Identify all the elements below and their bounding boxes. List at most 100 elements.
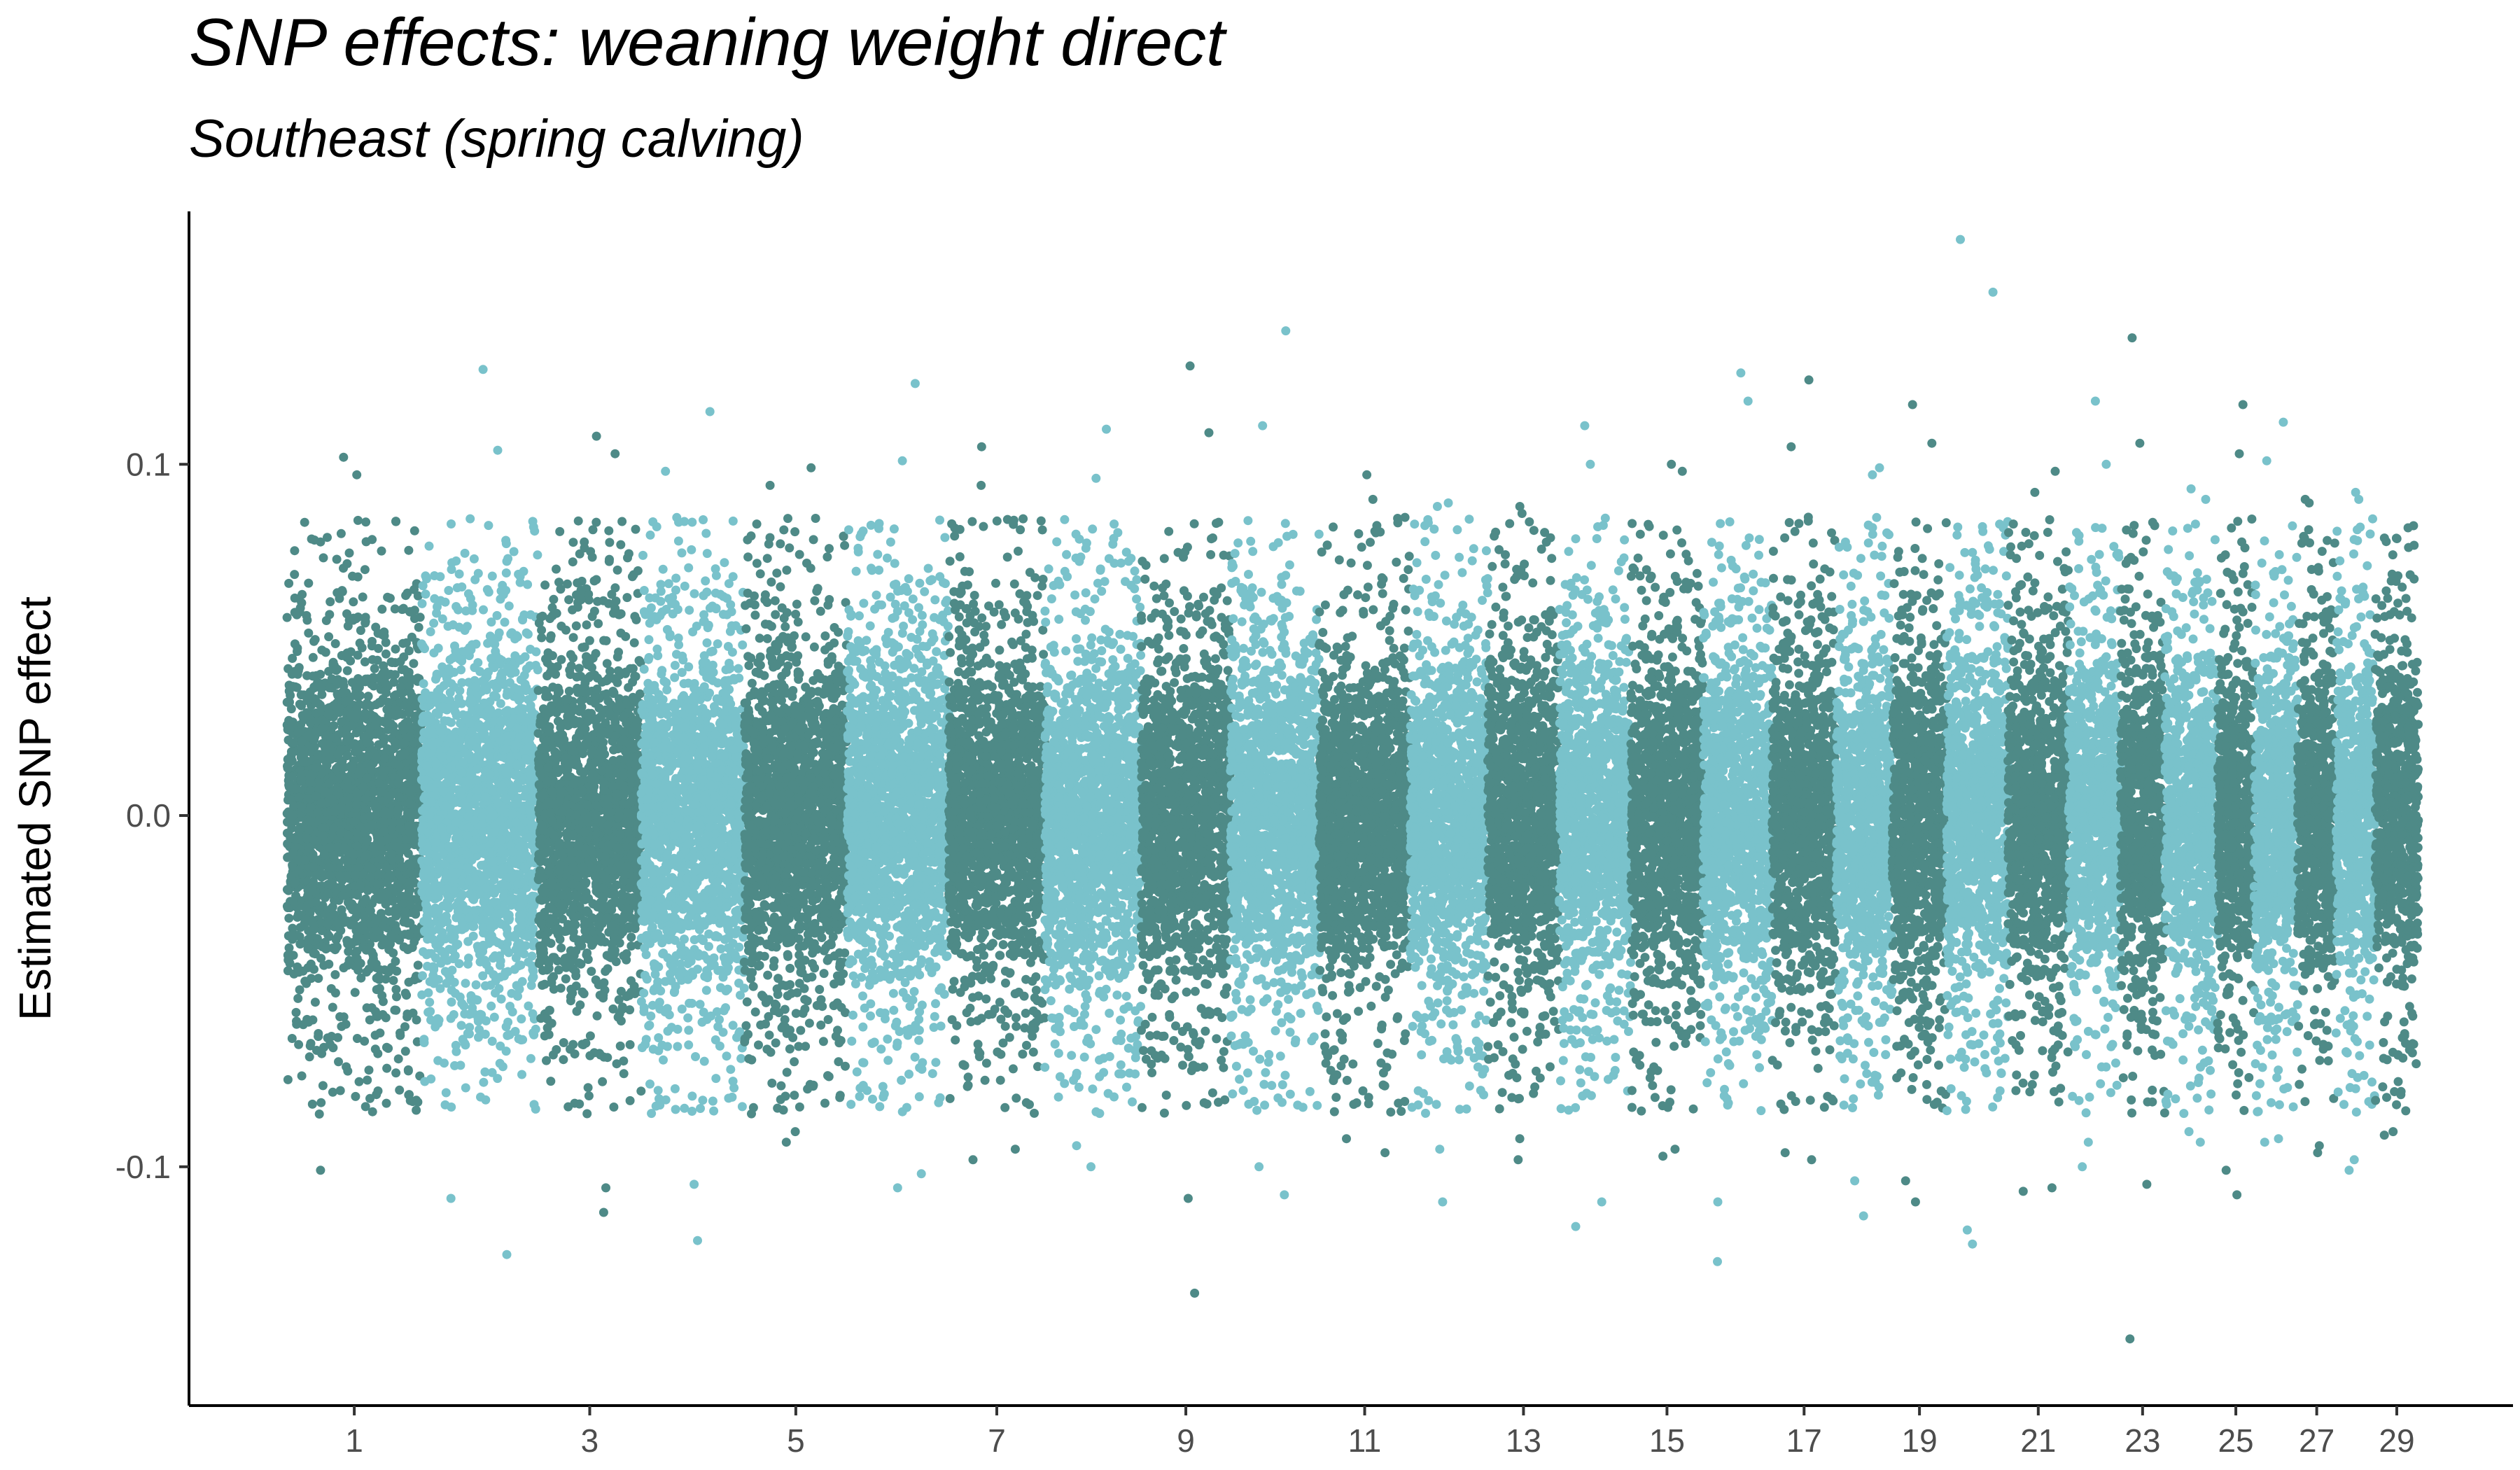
snp-point — [321, 944, 331, 954]
snp-point — [515, 578, 525, 587]
chromosome-3-points — [533, 431, 646, 1217]
snp-point — [306, 959, 316, 969]
snp-point — [421, 589, 430, 599]
snp-point — [287, 1034, 297, 1043]
snp-point — [382, 1063, 392, 1073]
snp-point — [381, 687, 391, 696]
snp-point — [391, 1068, 401, 1078]
snp-point — [465, 643, 475, 652]
snp-point — [482, 584, 492, 594]
snp-point — [441, 1088, 451, 1098]
snp-point — [501, 568, 511, 578]
snp-point — [489, 897, 498, 907]
snp-point — [297, 802, 307, 812]
snp-point — [404, 646, 414, 656]
snp-point — [452, 925, 462, 934]
snp-point — [465, 514, 475, 524]
snp-point — [468, 921, 477, 931]
snp-point — [328, 878, 337, 888]
snp-point — [304, 1052, 314, 1062]
snp-point — [365, 1093, 374, 1103]
snp-point — [311, 763, 321, 773]
snp-point — [293, 909, 303, 919]
snp-point — [444, 586, 454, 595]
snp-point — [400, 1022, 410, 1032]
snp-point — [372, 753, 382, 763]
snp-point — [498, 584, 508, 594]
snp-point — [516, 713, 526, 723]
snp-point — [391, 1005, 401, 1015]
snp-point — [457, 582, 467, 592]
snp-point — [349, 613, 358, 623]
snp-point — [290, 546, 300, 556]
snp-point — [409, 659, 419, 668]
snp-point — [526, 981, 536, 990]
snp-point — [342, 725, 351, 735]
snp-point — [335, 872, 345, 881]
snp-point — [367, 958, 377, 967]
snp-point — [346, 939, 356, 949]
snp-point — [489, 970, 498, 979]
snp-point — [375, 1028, 385, 1038]
snp-point — [367, 947, 377, 957]
snp-point — [465, 718, 475, 728]
snp-point — [292, 682, 302, 692]
snp-point — [478, 971, 488, 981]
snp-point — [412, 1015, 421, 1025]
snp-point — [386, 825, 396, 834]
snp-point — [285, 697, 294, 707]
snp-point — [295, 985, 304, 995]
snp-point — [308, 1015, 318, 1025]
snp-point — [517, 1070, 526, 1079]
snp-point — [360, 565, 370, 575]
snp-point — [446, 734, 456, 743]
snp-point — [463, 937, 473, 946]
snp-point — [549, 594, 559, 604]
snp-point — [400, 665, 410, 675]
snp-point — [354, 746, 363, 756]
snp-point — [487, 571, 497, 581]
snp-point — [388, 976, 398, 986]
snp-point — [478, 923, 488, 932]
snp-point — [323, 533, 332, 542]
snp-point — [501, 539, 511, 549]
snp-point — [317, 926, 327, 935]
snp-point — [288, 951, 298, 960]
snp-point — [398, 638, 408, 648]
snp-point — [399, 652, 409, 662]
snp-point — [319, 849, 329, 859]
snp-point — [325, 871, 335, 881]
snp-point — [353, 890, 363, 900]
snp-point — [308, 652, 318, 662]
snp-point — [518, 1035, 528, 1044]
snp-point — [433, 906, 443, 916]
snp-point — [526, 610, 536, 620]
snp-point — [437, 825, 447, 834]
snp-point — [463, 1028, 472, 1038]
snp-point — [344, 830, 354, 840]
snp-point — [352, 788, 362, 798]
snp-point — [354, 965, 363, 975]
snp-point — [456, 1060, 465, 1070]
snp-point — [340, 762, 349, 772]
snp-point — [517, 920, 526, 930]
snp-point — [591, 975, 601, 985]
snp-point — [326, 755, 336, 764]
snp-point — [461, 1083, 470, 1093]
snp-point — [489, 663, 499, 673]
snp-point — [361, 674, 370, 684]
snp-point — [312, 934, 322, 944]
snp-point — [391, 644, 400, 654]
snp-point — [409, 924, 419, 934]
snp-point — [507, 809, 517, 819]
snp-point — [525, 775, 535, 785]
snp-point — [524, 1001, 533, 1011]
snp-point — [454, 775, 463, 785]
snp-point — [324, 959, 334, 969]
snp-point — [438, 614, 447, 624]
snp-point — [377, 836, 387, 846]
snp-point — [518, 943, 527, 953]
snp-point — [480, 1030, 490, 1039]
snp-point — [297, 736, 307, 746]
